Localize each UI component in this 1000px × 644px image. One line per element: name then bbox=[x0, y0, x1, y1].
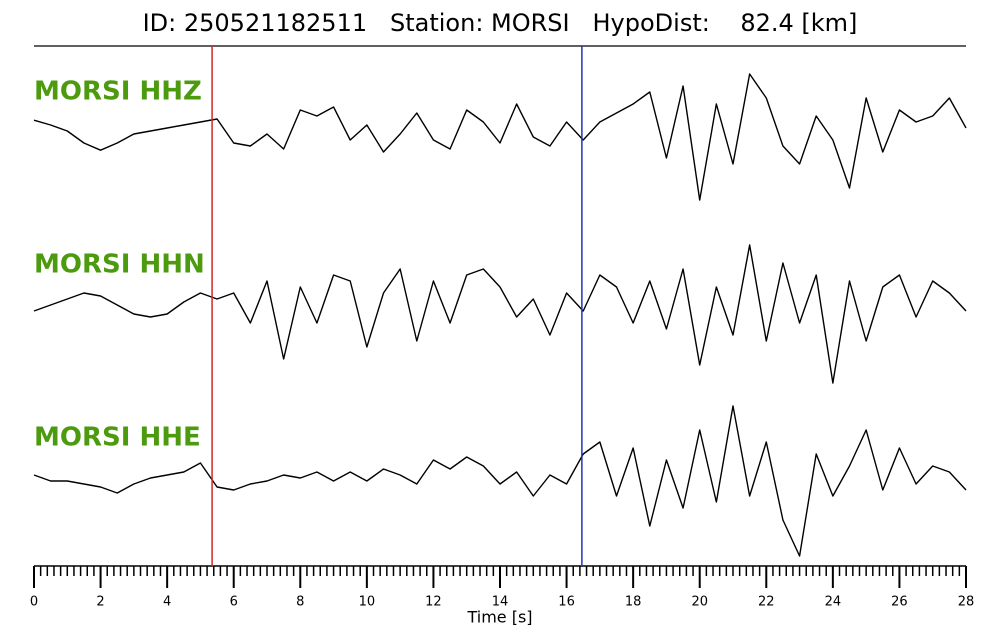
x-axis-label: Time [s] bbox=[466, 608, 532, 627]
x-tick-label: 22 bbox=[758, 595, 775, 610]
trace-line bbox=[33, 405, 967, 557]
trace-label: MORSI HHZ bbox=[34, 77, 202, 107]
x-tick-label: 0 bbox=[30, 595, 38, 610]
trace-label: MORSI HHN bbox=[34, 250, 205, 280]
x-tick-label: 6 bbox=[230, 595, 238, 610]
x-tick-label: 12 bbox=[425, 595, 442, 610]
x-tick-label: 10 bbox=[359, 595, 376, 610]
x-tick-label: 20 bbox=[691, 595, 708, 610]
trace-label: MORSI HHE bbox=[34, 423, 201, 453]
x-tick-label: 8 bbox=[296, 595, 304, 610]
x-tick-label: 16 bbox=[558, 595, 575, 610]
trace-line bbox=[33, 244, 967, 384]
chart-title: ID: 250521182511 Station: MORSI HypoDist… bbox=[143, 9, 858, 37]
x-tick-label: 26 bbox=[891, 595, 908, 610]
x-tick-label: 14 bbox=[492, 595, 509, 610]
x-tick-label: 24 bbox=[825, 595, 842, 610]
x-tick-label: 4 bbox=[163, 595, 171, 610]
trace-line bbox=[33, 73, 967, 201]
x-tick-label: 2 bbox=[96, 595, 104, 610]
x-tick-label: 18 bbox=[625, 595, 642, 610]
x-tick-label: 28 bbox=[958, 595, 975, 610]
